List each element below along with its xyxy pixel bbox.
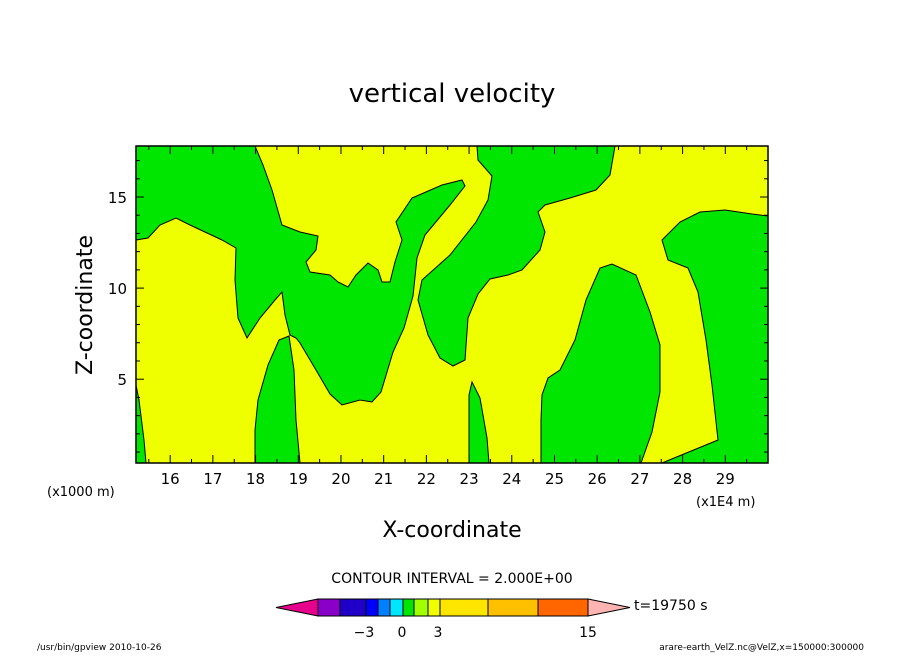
contour-interval-text: CONTOUR INTERVAL = 2.000E+00 [331,571,572,587]
x-ticks [148,146,748,463]
legend-color-cell [339,598,367,617]
legend-label: 0 [398,625,407,641]
footer-right: arare-earth_VelZ.nc@VelZ,x=150000:300000 [659,643,864,653]
x-tick-label: 27 [630,470,649,488]
legend-color-cell [365,598,379,617]
legend-label: 15 [579,625,597,641]
negative-region [417,145,616,367]
y-ticks [136,160,768,453]
legend-color-cell [413,598,429,617]
chart-title: vertical velocity [349,79,556,109]
x-tick-labels: 16 17 18 19 20 21 22 23 24 25 26 27 28 29 [161,470,735,488]
x-offset-label: (x1000 m) [47,485,115,500]
x-tick-label: 16 [161,470,180,488]
negative-region [254,335,301,464]
x-tick-label: 24 [502,470,521,488]
legend-label: 3 [434,625,443,641]
x-tick-label: 18 [246,470,265,488]
y-tick-label: 15 [108,189,127,207]
x-tick-label: 20 [331,470,350,488]
negative-regions [135,145,769,464]
negative-region [540,263,661,464]
y-tick-label: 5 [117,371,127,389]
legend-color-cell [402,598,415,617]
legend-color-cell [439,598,489,617]
legend-color-cell [275,598,319,617]
y-axis-label: Z-coordinate [73,235,98,375]
x-unit-label: (x1E4 m) [696,495,755,510]
legend-color-cell [427,598,441,617]
negative-region [661,209,769,464]
x-tick-label: 25 [545,470,564,488]
footer-left: /usr/bin/gpview 2010-10-26 [37,643,162,653]
y-tick-labels: 5 10 15 [108,189,127,389]
legend-color-cell [537,598,589,617]
x-tick-label: 22 [417,470,436,488]
negative-region [135,145,466,406]
x-tick-label: 21 [374,470,393,488]
legend-color-cell [587,598,631,617]
x-tick-label: 17 [203,470,222,488]
x-tick-label: 19 [289,470,308,488]
legend-color-cell [317,598,341,617]
plot-frame [135,145,769,464]
time-label: t=19750 s [634,598,708,614]
plot-area [135,145,769,464]
x-tick-label: 23 [460,470,479,488]
x-tick-label: 28 [673,470,692,488]
y-tick-label: 10 [108,280,127,298]
color-legend: −3 0 3 15 [275,598,631,641]
legend-color-cell [389,598,404,617]
x-axis-label: X-coordinate [382,518,521,543]
x-tick-label: 29 [716,470,735,488]
legend-color-cell [487,598,539,617]
x-tick-label: 26 [588,470,607,488]
legend-label: −3 [354,625,375,641]
legend-color-cell [377,598,391,617]
